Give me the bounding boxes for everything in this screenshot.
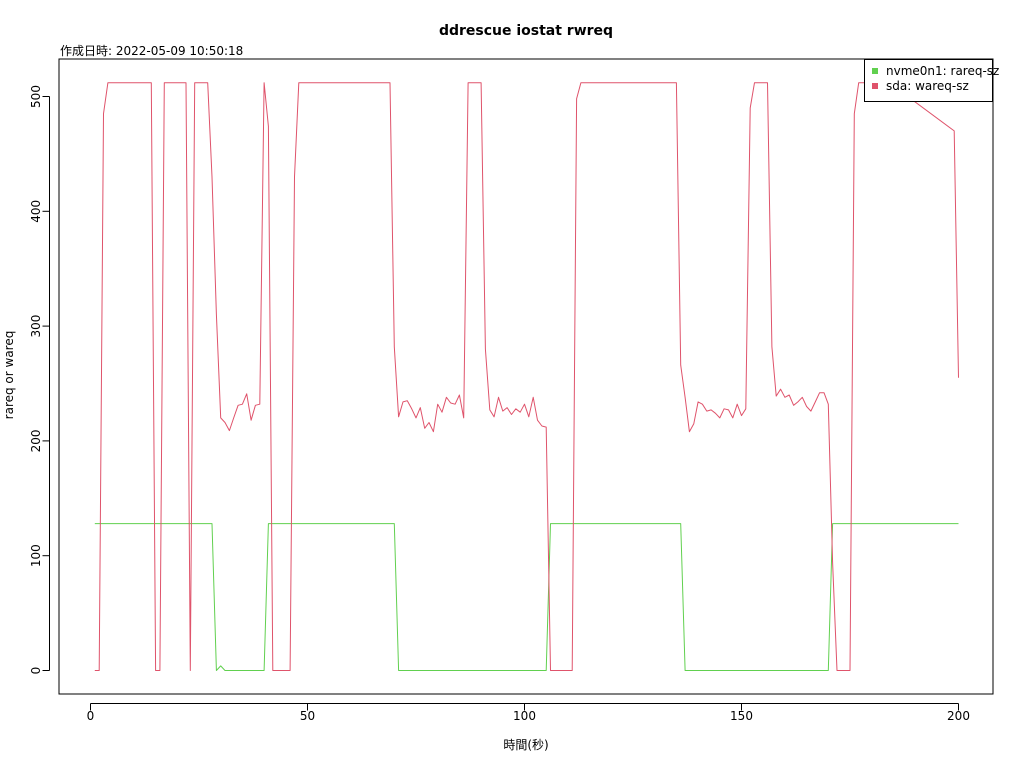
- chart-subtitle: 作成日時: 2022-05-09 10:50:18: [60, 44, 243, 58]
- y-tick-label: 0: [29, 667, 43, 675]
- y-tick-label: 500: [29, 85, 43, 108]
- y-tick-label: 400: [29, 200, 43, 223]
- x-tick-label: 100: [513, 709, 536, 723]
- y-axis-label: rareq or wareq: [2, 331, 16, 420]
- legend-swatch: [872, 68, 878, 74]
- chart-title: ddrescue iostat rwreq: [439, 23, 613, 39]
- plot-frame: [58, 58, 994, 695]
- series-line-sda-wareq-sz: [94, 82, 959, 671]
- series-layer: [94, 82, 959, 671]
- y-tick-label: 100: [29, 544, 43, 567]
- legend-label: nvme0n1: rareq-sz: [886, 64, 999, 78]
- legend-box: [864, 59, 993, 102]
- x-axis-label: 時間(秒): [503, 738, 548, 752]
- y-tick-label: 300: [29, 315, 43, 338]
- x-tick-label: 150: [730, 709, 753, 723]
- axes-layer: 0 50 100 150 200 0 100 200 300 400 500: [29, 85, 970, 723]
- series-line-nvme0n1-rareq-sz: [94, 523, 959, 671]
- legend-swatch: [872, 83, 878, 89]
- y-tick-label: 200: [29, 429, 43, 452]
- x-tick-label: 50: [300, 709, 315, 723]
- x-tick-label: 0: [87, 709, 95, 723]
- legend-label: sda: wareq-sz: [886, 79, 969, 93]
- x-tick-label: 200: [947, 709, 970, 723]
